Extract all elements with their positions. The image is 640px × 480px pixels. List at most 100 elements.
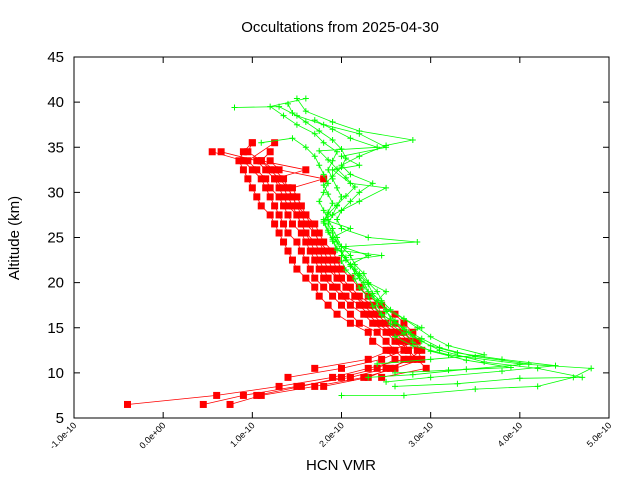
data-point-square — [288, 220, 296, 228]
data-point-square — [378, 355, 386, 363]
data-point-square — [239, 391, 247, 399]
data-point-square — [293, 238, 301, 246]
data-point-square — [199, 400, 207, 408]
data-point-plus — [325, 156, 332, 163]
data-point-square — [355, 301, 363, 309]
data-point-square — [248, 139, 256, 147]
data-point-square — [360, 301, 368, 309]
data-point-square — [306, 247, 314, 255]
x-axis-title: HCN VMR — [306, 457, 376, 474]
data-point-square — [333, 283, 341, 291]
data-point-square — [324, 247, 332, 255]
data-point-square — [413, 337, 421, 345]
data-point-plus — [338, 257, 345, 264]
series-layer — [124, 95, 595, 408]
data-point-square — [311, 274, 319, 282]
data-point-square — [391, 364, 399, 372]
data-point-plus — [325, 180, 332, 187]
y-tick-label: 25 — [47, 230, 64, 247]
data-point-square — [239, 157, 247, 165]
data-point-plus — [356, 285, 363, 292]
data-point-plus — [356, 128, 363, 135]
data-point-plus — [356, 198, 363, 205]
data-point-square — [315, 265, 323, 273]
data-point-plus — [334, 165, 341, 172]
data-point-square — [297, 211, 305, 219]
y-tick-label: 20 — [47, 275, 64, 292]
data-point-plus — [472, 353, 479, 360]
data-point-plus — [329, 126, 336, 133]
data-point-square — [373, 319, 381, 327]
data-point-square — [257, 202, 265, 210]
series-1 — [231, 95, 595, 399]
data-point-square — [364, 364, 372, 372]
data-point-plus — [392, 369, 398, 376]
data-point-plus — [325, 191, 332, 198]
data-point-plus — [392, 333, 398, 340]
data-point-plus — [383, 308, 390, 315]
data-point-square — [257, 391, 265, 399]
data-point-square — [373, 364, 381, 372]
data-point-square — [293, 382, 301, 390]
data-point-plus — [414, 239, 421, 246]
data-point-square — [338, 265, 345, 273]
data-point-square — [338, 364, 345, 372]
y-tick-label: 10 — [47, 365, 64, 382]
data-point-plus — [338, 153, 345, 160]
data-point-square — [329, 247, 337, 255]
data-point-plus — [499, 356, 505, 363]
data-point-square — [284, 373, 292, 381]
data-point-plus — [342, 254, 349, 261]
data-point-square — [360, 310, 368, 318]
data-point-plus — [400, 315, 407, 322]
data-point-plus — [329, 137, 336, 144]
data-point-plus — [320, 139, 327, 146]
data-point-square — [404, 346, 412, 354]
data-point-square — [382, 337, 390, 345]
data-point-plus — [378, 312, 385, 319]
data-point-plus — [342, 266, 349, 273]
data-point-plus — [427, 374, 434, 381]
data-point-plus — [347, 180, 354, 187]
data-point-square — [369, 310, 377, 318]
data-point-square — [217, 148, 225, 156]
data-point-square — [346, 283, 354, 291]
data-point-plus — [342, 155, 349, 162]
data-point-plus — [409, 371, 416, 378]
data-point-plus — [383, 142, 390, 149]
data-point-square — [346, 301, 354, 309]
data-point-plus — [302, 95, 309, 102]
data-point-square — [338, 292, 345, 300]
data-point-square — [271, 166, 279, 174]
data-point-square — [395, 337, 403, 345]
data-point-square — [333, 256, 341, 264]
data-point-plus — [320, 189, 327, 196]
data-point-plus — [427, 333, 434, 340]
data-point-square — [422, 364, 430, 372]
data-point-plus — [338, 392, 345, 399]
data-point-square — [262, 175, 270, 183]
data-point-square — [360, 373, 368, 381]
y-tick-label: 35 — [47, 139, 64, 156]
y-tick-label: 5 — [56, 410, 64, 427]
data-point-square — [302, 211, 310, 219]
data-point-plus — [338, 193, 345, 200]
data-point-square — [320, 265, 328, 273]
data-point-square — [333, 265, 341, 273]
data-point-plus — [481, 351, 488, 358]
data-point-square — [320, 283, 328, 291]
data-point-plus — [356, 272, 363, 279]
data-point-square — [329, 283, 337, 291]
data-point-plus — [329, 238, 336, 245]
data-point-plus — [311, 130, 318, 137]
data-point-square — [338, 373, 345, 381]
data-point-plus — [320, 171, 327, 178]
data-point-square — [382, 364, 390, 372]
data-point-plus — [334, 202, 341, 209]
data-point-square — [302, 256, 310, 264]
data-point-square — [324, 265, 332, 273]
data-point-square — [311, 238, 319, 246]
data-point-square — [355, 319, 363, 327]
data-point-plus — [338, 207, 345, 214]
data-point-square — [297, 247, 305, 255]
